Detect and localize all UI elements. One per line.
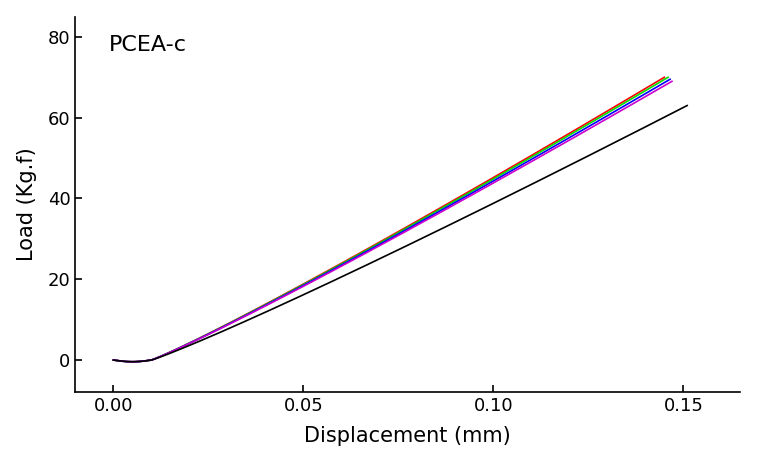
X-axis label: Displacement (mm): Displacement (mm) (304, 426, 511, 446)
Y-axis label: Load (Kg.f): Load (Kg.f) (17, 148, 36, 262)
Text: PCEA-c: PCEA-c (109, 36, 187, 56)
